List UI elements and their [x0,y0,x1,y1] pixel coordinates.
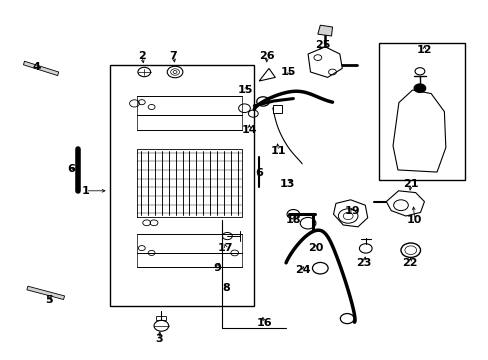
Text: 18: 18 [285,215,301,225]
Text: 13: 13 [279,179,295,189]
Text: 11: 11 [270,146,286,156]
Circle shape [413,84,425,93]
Polygon shape [317,25,332,36]
Polygon shape [259,68,275,81]
Bar [378,43,464,180]
Polygon shape [333,200,367,227]
Bar [110,65,254,306]
Text: 12: 12 [416,45,431,55]
Text: 19: 19 [344,206,359,216]
Text: 8: 8 [222,283,229,293]
Text: 22: 22 [401,258,417,268]
Polygon shape [23,61,59,76]
Text: 17: 17 [218,243,233,253]
Text: 15: 15 [280,67,296,77]
Text: 24: 24 [295,265,310,275]
Text: 1: 1 [81,186,89,196]
Text: 9: 9 [213,263,221,273]
Polygon shape [392,90,445,172]
Text: 26: 26 [258,51,274,61]
Polygon shape [27,286,64,300]
Text: 10: 10 [406,215,422,225]
Text: 16: 16 [256,318,271,328]
Text: 4: 4 [33,62,41,72]
Text: 15: 15 [237,85,253,95]
Text: 20: 20 [307,243,323,253]
Text: 3: 3 [155,334,163,344]
Text: 23: 23 [356,258,371,268]
Text: 7: 7 [169,51,177,61]
Text: 21: 21 [402,179,418,189]
Bar [272,105,281,113]
Bar [156,316,166,320]
Text: 6: 6 [255,168,263,178]
Text: 2: 2 [138,51,145,61]
Text: 6: 6 [67,164,75,174]
Polygon shape [307,47,342,77]
Text: 14: 14 [241,125,257,135]
Text: 25: 25 [314,40,330,50]
Text: 5: 5 [45,294,53,305]
Polygon shape [386,191,424,216]
